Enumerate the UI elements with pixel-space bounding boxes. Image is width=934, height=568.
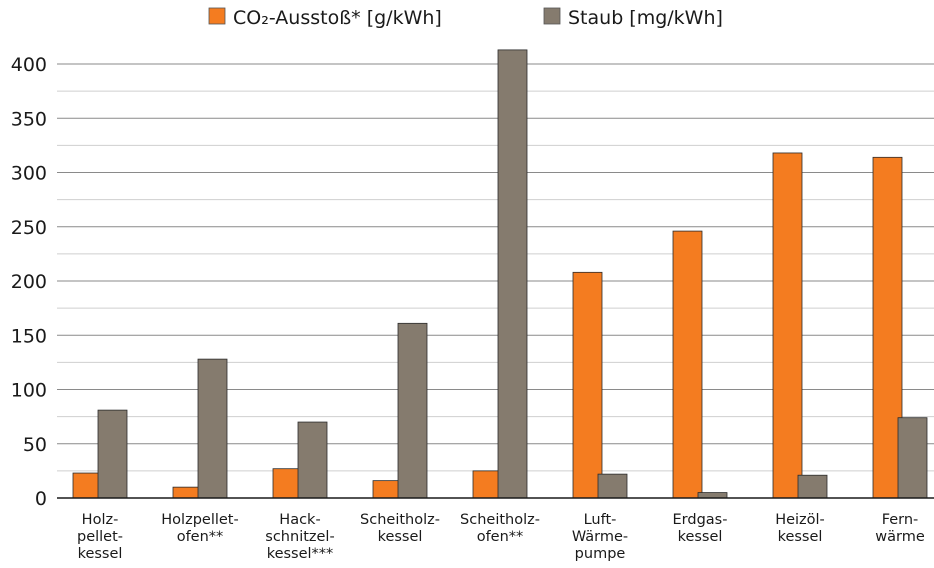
- x-category-label: Holz-pellet-kessel: [77, 512, 123, 562]
- x-category-label: Holzpellet-ofen**: [161, 512, 238, 545]
- bar-staub: [797, 474, 828, 499]
- y-tick-label: 50: [23, 434, 47, 456]
- bar-co2: [672, 230, 703, 499]
- x-category-label: Scheitholz-kessel: [360, 512, 440, 545]
- y-tick-label: 150: [11, 325, 47, 347]
- x-category-label: Hack-schnitzel-kessel***: [265, 512, 334, 562]
- gridlines: [57, 63, 934, 472]
- y-tick-label: 200: [11, 271, 47, 293]
- y-tick-label: 300: [11, 163, 47, 185]
- x-category-label: Fern-wärme: [875, 512, 925, 545]
- legend-label-co2: CO₂-Ausstoß* [g/kWh]: [233, 7, 442, 29]
- legend-label-staub: Staub [mg/kWh]: [568, 7, 723, 29]
- legend-swatch-staub: [543, 7, 561, 25]
- y-axis: 0 50 100 150 200 250 300 350 400: [11, 54, 47, 510]
- x-category-label: Erdgas-kessel: [673, 512, 728, 545]
- y-tick-label: 0: [35, 488, 47, 510]
- bar-staub: [497, 49, 528, 499]
- bar-co2: [772, 152, 803, 499]
- bar-staub: [897, 417, 928, 499]
- bar-staub: [697, 492, 728, 499]
- x-category-label: Luft-Wärme-pumpe: [572, 512, 628, 562]
- x-category-label: Heizöl-kessel: [775, 512, 825, 545]
- bars: [72, 49, 928, 499]
- bar-co2: [572, 271, 603, 499]
- bar-staub: [97, 409, 128, 499]
- bar-staub: [297, 421, 328, 499]
- bar-staub: [597, 473, 628, 499]
- y-tick-label: 350: [11, 108, 47, 130]
- x-category-label: Scheitholz-ofen**: [460, 512, 540, 545]
- y-tick-label: 400: [11, 54, 47, 76]
- bar-staub: [397, 322, 428, 499]
- y-tick-label: 100: [11, 380, 47, 402]
- bar-staub: [197, 358, 228, 499]
- legend-swatch-co2: [208, 7, 226, 25]
- y-tick-label: 250: [11, 217, 47, 239]
- x-axis: Holz-pellet-kessel Holzpellet-ofen** Hack-…: [57, 497, 934, 562]
- legend: CO₂-Ausstoß* [g/kWh] Staub [mg/kWh]: [208, 7, 723, 29]
